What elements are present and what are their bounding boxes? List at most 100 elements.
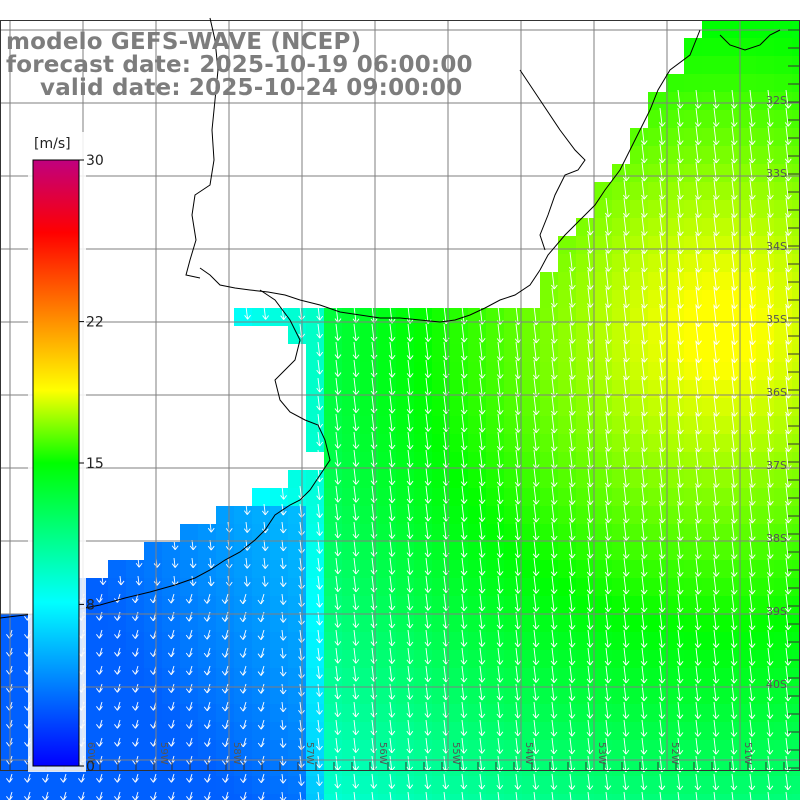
wind-cell [378, 308, 396, 326]
wind-arrow [352, 665, 360, 682]
wind-arrow [586, 755, 594, 773]
wind-cell [738, 20, 756, 38]
wind-arrow [352, 593, 360, 611]
wind-arrow [640, 701, 648, 719]
wind-arrow [659, 431, 666, 453]
wind-arrow [640, 197, 648, 218]
wind-cell [540, 596, 558, 614]
wind-arrow [406, 593, 414, 611]
wind-cell [234, 776, 252, 794]
wind-arrow [334, 521, 342, 539]
wind-arrow [334, 719, 342, 735]
wind-cell [432, 704, 450, 722]
wind-arrow [532, 431, 540, 451]
wind-cell [504, 542, 522, 560]
wind-cell [450, 668, 468, 686]
wind-arrow [478, 485, 486, 505]
wind-cell [738, 686, 756, 704]
wind-arrow [658, 179, 666, 200]
wind-arrow [730, 557, 738, 577]
wind-arrow [243, 503, 251, 515]
wind-arrow [243, 575, 251, 587]
wind-cell [558, 722, 576, 740]
wind-cell [414, 506, 432, 524]
wind-arrow [478, 341, 486, 361]
wind-cell [576, 740, 594, 758]
wind-cell [756, 254, 774, 272]
wind-cell [432, 452, 450, 470]
wind-cell [720, 614, 738, 632]
wind-arrow [730, 575, 738, 595]
wind-cell [756, 290, 774, 308]
wind-cell [468, 776, 486, 794]
wind-arrow [784, 629, 792, 648]
wind-cell [432, 398, 450, 416]
wind-cell [612, 272, 630, 290]
wind-cell [630, 272, 648, 290]
wind-arrow [352, 431, 360, 449]
wind-arrow [676, 143, 684, 164]
wind-arrow [767, 269, 774, 291]
wind-arrow [334, 737, 342, 753]
wind-cell [216, 524, 234, 542]
wind-arrow [784, 125, 792, 145]
wind-arrow [677, 287, 684, 309]
wind-arrow [586, 647, 594, 666]
wind-cell [558, 236, 576, 254]
wind-cell [702, 362, 720, 380]
wind-cell [234, 524, 252, 542]
wind-arrow [712, 737, 720, 755]
wind-arrow [677, 251, 684, 273]
wind-arrow [279, 629, 287, 641]
wind-cell [540, 650, 558, 668]
wind-arrow [640, 467, 648, 488]
wind-arrow [676, 647, 684, 666]
wind-cell [144, 614, 162, 632]
wind-cell [738, 416, 756, 434]
wind-arrow [730, 701, 738, 719]
wind-cell [594, 668, 612, 686]
wind-cell [792, 74, 800, 92]
wind-arrow [244, 305, 251, 320]
wind-arrow [496, 323, 504, 343]
wind-cell [522, 704, 540, 722]
wind-cell [774, 776, 792, 794]
wind-cell [378, 452, 396, 470]
wind-arrow [658, 161, 666, 182]
wind-arrow [460, 773, 468, 790]
wind-arrow [460, 557, 468, 576]
wind-cell [216, 560, 234, 578]
wind-arrow [221, 737, 229, 747]
wind-cell [234, 578, 252, 596]
wind-cell [270, 524, 288, 542]
wind-arrow [316, 647, 323, 662]
wind-cell [630, 776, 648, 794]
wind-arrow [478, 413, 486, 433]
wind-cell [0, 794, 18, 800]
wind-cell [360, 722, 378, 740]
wind-arrow [388, 593, 396, 611]
wind-arrow [604, 215, 612, 236]
wind-cell [90, 650, 108, 668]
wind-cell [18, 776, 36, 794]
wind-cell [774, 272, 792, 290]
wind-arrow [712, 647, 720, 666]
wind-cell [18, 794, 36, 800]
wind-arrow [352, 773, 360, 789]
wind-cell [198, 740, 216, 758]
wind-arrow [622, 215, 630, 236]
wind-cell [414, 776, 432, 794]
wind-arrow [658, 485, 666, 506]
wind-arrow [114, 701, 121, 711]
wind-arrow [203, 629, 211, 640]
wind-arrow [352, 377, 360, 396]
wind-arrow [712, 89, 720, 109]
wind-arrow [478, 773, 486, 790]
latitude-label: 38S [766, 532, 787, 545]
wind-arrow [586, 503, 594, 523]
wind-arrow [640, 665, 648, 684]
wind-cell [720, 362, 738, 380]
wind-cell [234, 506, 252, 524]
wind-arrow [731, 341, 738, 363]
